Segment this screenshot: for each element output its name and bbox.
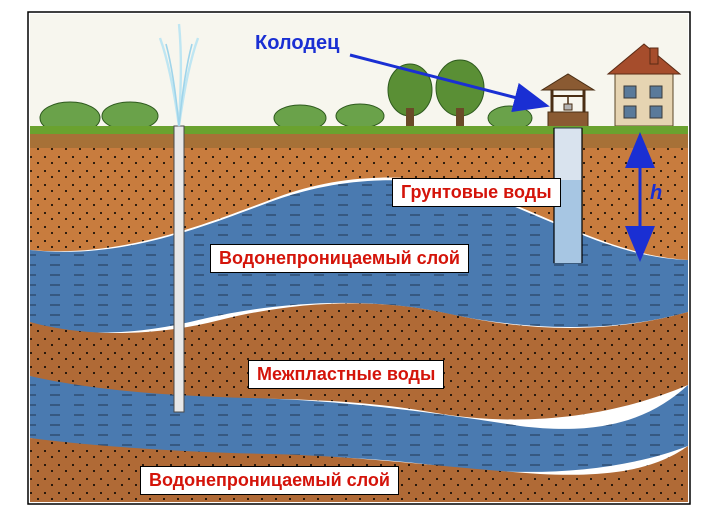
callout-well-label: Колодец: [255, 32, 339, 55]
depth-letter-h: h: [650, 182, 662, 205]
interstratal-label: Межпластные воды: [248, 360, 444, 389]
groundwater-cross-section-diagram: { "diagram": { "type": "geology-cross-se…: [0, 0, 718, 516]
topsoil: [30, 134, 688, 148]
impermeable2-label: Водонепроницаемый слой: [140, 466, 399, 495]
groundwater-label: Грунтовые воды: [392, 178, 561, 207]
impermeable1-label: Водонепроницаемый слой: [210, 244, 469, 273]
grass-line: [30, 126, 688, 134]
